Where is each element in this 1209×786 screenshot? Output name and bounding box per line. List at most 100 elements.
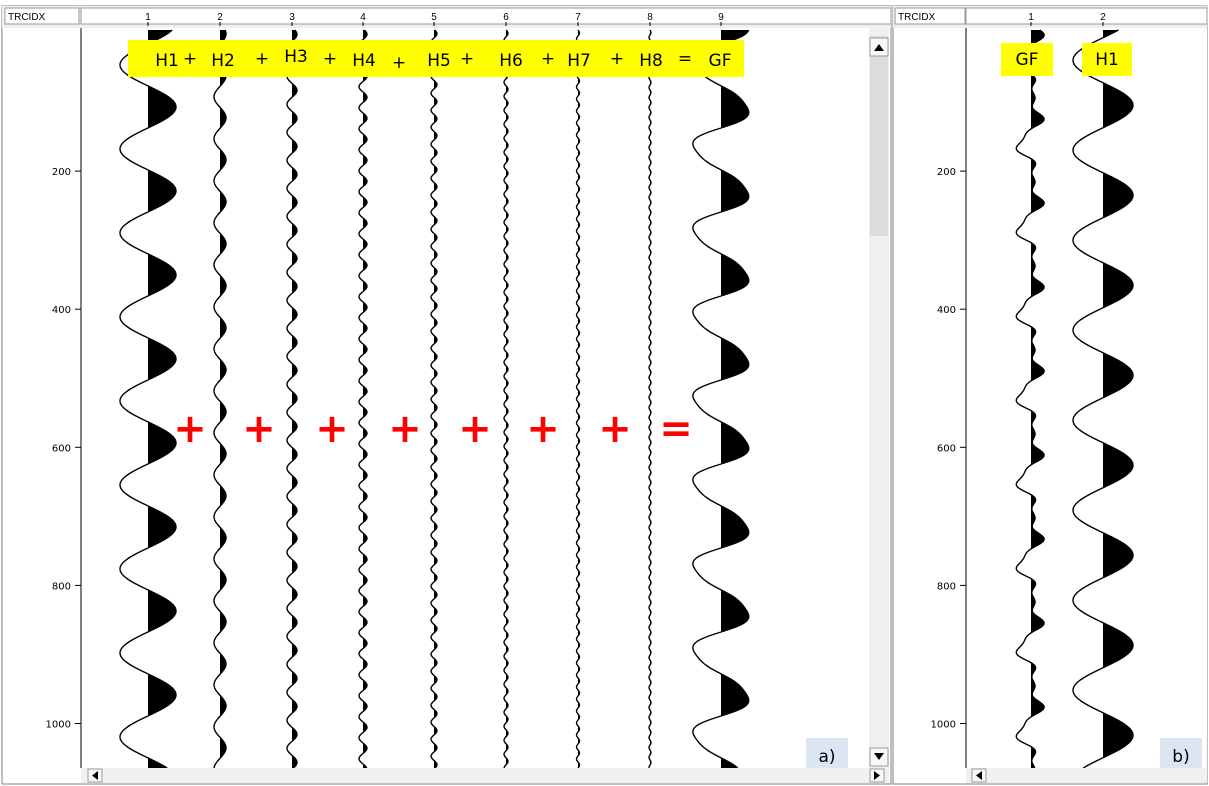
y-tick-label-400: 400 — [937, 305, 956, 316]
panel-a-header-box — [4, 7, 80, 25]
panel-a-horizontal-scrollbar[interactable] — [81, 768, 889, 783]
panel-a-index-strip — [80, 7, 892, 25]
trace-index-1: 1 — [145, 12, 151, 23]
equation-term-14: H8 — [639, 51, 663, 71]
trace-5-line — [430, 29, 438, 769]
panel-a-vertical-scroll-thumb[interactable] — [870, 36, 888, 236]
equals-operator: = — [659, 406, 693, 452]
trace-3-line — [286, 29, 298, 769]
operator-row: + + + + + + + = — [173, 406, 693, 452]
plus-operator: + — [173, 406, 207, 452]
y-tick-label-400: 400 — [52, 305, 71, 316]
scroll-right-arrow-icon — [874, 771, 880, 780]
plus-operator: + — [315, 406, 349, 452]
equation-term-4: H3 — [284, 47, 308, 67]
trace-label-box — [1001, 43, 1053, 76]
trace-index-2: 2 — [1100, 12, 1106, 23]
trace-index-4: 4 — [360, 12, 366, 23]
panel-a-corner-label: a) — [818, 747, 835, 767]
trace-index-5: 5 — [431, 12, 437, 23]
trace-h1-line — [1072, 29, 1134, 769]
equation-term-12: H7 — [567, 51, 591, 71]
panel-b-plot-area — [966, 28, 1207, 768]
panel-b-y-ticks: 200 400 600 800 1000 — [931, 167, 966, 731]
trace-4 — [358, 29, 368, 769]
plus-operator: + — [526, 406, 560, 452]
trace-9 — [692, 29, 750, 769]
trace-index-8: 8 — [647, 12, 653, 23]
trace-1-line — [119, 29, 177, 769]
equation-term-3: + — [255, 49, 269, 69]
trace-label-box — [1082, 43, 1132, 76]
plus-operator: + — [388, 406, 422, 452]
trace-gf-fill — [1031, 30, 1045, 768]
equation-banner — [128, 40, 744, 77]
trace-h1-fill — [1103, 30, 1133, 768]
equation-terms: H1 + H2 + H3 + H4 + H5 + H6 + H7 + H8 = GF — [155, 47, 731, 73]
scroll-left-arrow-icon — [976, 771, 982, 780]
trace-5-fill — [434, 30, 437, 768]
trace-4-fill — [363, 30, 367, 768]
plus-operator: + — [242, 406, 276, 452]
trace-2-line — [213, 29, 227, 769]
trace-7-line — [575, 29, 581, 769]
panel-a-traces — [119, 29, 750, 769]
panel-b-corner-label: b) — [1172, 747, 1189, 767]
scroll-down-arrow-icon — [874, 753, 884, 760]
y-tick-label-800: 800 — [52, 581, 71, 592]
y-tick-label-600: 600 — [52, 443, 71, 454]
panel-a-plot-area — [81, 28, 869, 768]
trace-index-3: 3 — [289, 12, 295, 23]
trace-index-2: 2 — [217, 12, 223, 23]
trace-gf — [1015, 29, 1045, 769]
scroll-left-arrow-icon — [92, 771, 98, 780]
y-tick-label-800: 800 — [937, 581, 956, 592]
y-tick-label-200: 200 — [52, 167, 71, 178]
panel-b-trace-labels: GF H1 — [1001, 43, 1132, 76]
trace-gf-line — [1015, 29, 1045, 769]
trace-6-line — [503, 29, 509, 769]
plus-operator: + — [458, 406, 492, 452]
equation-term-6: H4 — [352, 51, 376, 71]
panel-a-header-label: TRCIDX — [8, 12, 46, 23]
trace-5 — [430, 29, 438, 769]
panel-a-trace-indices: 1 2 3 4 5 6 7 8 9 — [145, 12, 724, 26]
panel-b-traces — [1015, 29, 1134, 769]
panel-b-horizontal-scrollbar[interactable] — [966, 768, 1207, 783]
equation-term-15: = — [678, 49, 692, 69]
equation-term-13: + — [610, 49, 624, 69]
y-tick-label-1000: 1000 — [46, 720, 71, 731]
trace-9-line — [692, 29, 750, 769]
equation-term-0: H1 — [155, 51, 179, 71]
equation-term-5: + — [323, 49, 337, 69]
trace-7 — [575, 29, 581, 769]
plus-operator: + — [598, 406, 632, 452]
trace-index-6: 6 — [503, 12, 509, 23]
equation-term-1: + — [183, 49, 197, 69]
trace-8 — [648, 29, 652, 768]
trace-3 — [286, 29, 298, 769]
panel-b-index-strip — [965, 7, 1208, 25]
equation-term-16: GF — [709, 51, 732, 71]
trace-8-line — [648, 29, 652, 768]
trace-label-gf: GF — [1016, 50, 1039, 70]
equation-term-9: + — [460, 49, 474, 69]
trace-1 — [119, 29, 177, 769]
y-tick-label-600: 600 — [937, 443, 956, 454]
equation-term-2: H2 — [211, 51, 235, 71]
equation-term-7: + — [392, 53, 406, 73]
equation-term-8: H5 — [427, 51, 451, 71]
equation-term-10: H6 — [499, 51, 523, 71]
panel-b-header-box — [894, 7, 966, 25]
panel-a-y-ticks: 200 400 600 800 1000 — [46, 167, 81, 731]
panel-b-header-label: TRCIDX — [898, 12, 936, 23]
equation-term-11: + — [541, 49, 555, 69]
y-tick-label-200: 200 — [937, 167, 956, 178]
trace-index-9: 9 — [718, 12, 724, 23]
trace-label-h1: H1 — [1095, 50, 1119, 70]
scroll-up-arrow-icon — [874, 44, 884, 51]
